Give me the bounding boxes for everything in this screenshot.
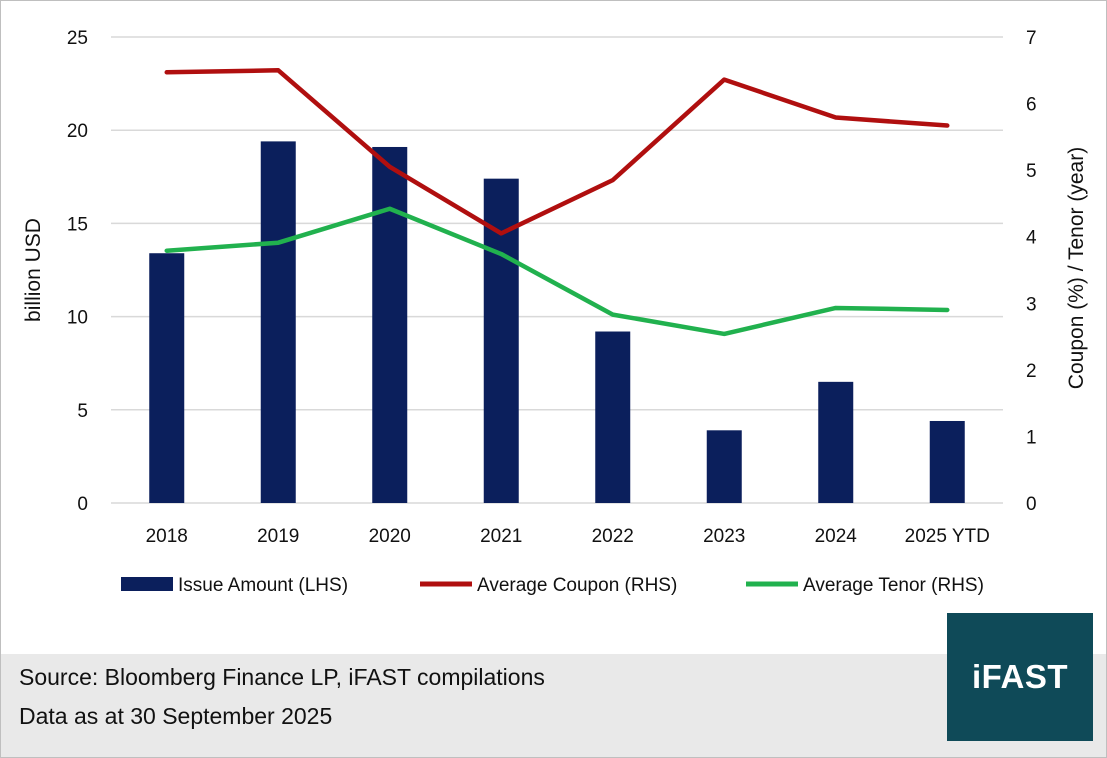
line-average-tenor	[164, 206, 950, 337]
legend-label: Issue Amount (LHS)	[178, 575, 348, 596]
right-tick-label: 1	[1026, 427, 1037, 448]
left-tick-label: 25	[67, 28, 88, 49]
left-axis-label: billion USD	[22, 218, 45, 322]
left-axis-ticks: 0 5 10 15 20 25	[67, 28, 88, 515]
right-axis-label: Coupon (%) / Tenor (year)	[1065, 147, 1088, 389]
line-average-coupon	[164, 68, 950, 236]
line-series	[164, 68, 950, 337]
bar-issue-amount	[260, 141, 296, 503]
bar-series	[149, 141, 965, 503]
legend-swatch-issue-amount	[121, 577, 173, 591]
x-tick-label: 2022	[592, 526, 634, 547]
right-tick-label: 4	[1026, 228, 1037, 249]
bar-issue-amount	[818, 381, 854, 503]
combo-chart: 0 5 10 15 20 25 0 1 2 3 4 5 6 7 2018 2019 2020 2021 2022…	[22, 28, 1088, 596]
right-tick-label: 7	[1026, 28, 1037, 49]
left-tick-label: 10	[67, 308, 88, 329]
right-tick-label: 6	[1026, 95, 1037, 116]
x-tick-label: 2024	[815, 526, 858, 547]
right-tick-label: 0	[1026, 494, 1037, 515]
gridlines	[111, 36, 1003, 504]
data-date-note: Data as at 30 September 2025	[19, 703, 333, 729]
source-note: Source: Bloomberg Finance LP, iFAST comp…	[19, 664, 545, 690]
ifast-logo: iFAST	[947, 613, 1093, 741]
x-tick-label: 2018	[146, 526, 188, 547]
bar-issue-amount	[595, 331, 631, 503]
x-tick-label: 2023	[703, 526, 745, 547]
x-tick-label: 2020	[369, 526, 411, 547]
right-tick-label: 3	[1026, 294, 1037, 315]
left-tick-label: 20	[67, 121, 88, 142]
left-tick-label: 5	[77, 401, 88, 422]
bar-issue-amount	[706, 430, 742, 503]
x-tick-label: 2025 YTD	[905, 526, 990, 547]
right-tick-label: 5	[1026, 161, 1037, 182]
right-tick-label: 2	[1026, 361, 1037, 382]
source-footer: Source: Bloomberg Finance LP, iFAST comp…	[1, 654, 1106, 757]
right-axis-ticks: 0 1 2 3 4 5 6 7	[1026, 28, 1037, 515]
legend-label: Average Tenor (RHS)	[803, 575, 984, 596]
x-tick-label: 2021	[480, 526, 522, 547]
bar-issue-amount	[372, 146, 408, 503]
legend-label: Average Coupon (RHS)	[477, 575, 677, 596]
bar-issue-amount	[929, 420, 965, 503]
left-tick-label: 15	[67, 214, 88, 235]
x-axis-ticks: 2018 2019 2020 2021 2022 2023 2024 2025 YTD	[146, 526, 990, 547]
x-tick-label: 2019	[257, 526, 299, 547]
legend: Issue Amount (LHS) Average Coupon (RHS) Av…	[121, 575, 984, 596]
left-tick-label: 0	[77, 494, 88, 515]
bar-issue-amount	[149, 253, 185, 503]
